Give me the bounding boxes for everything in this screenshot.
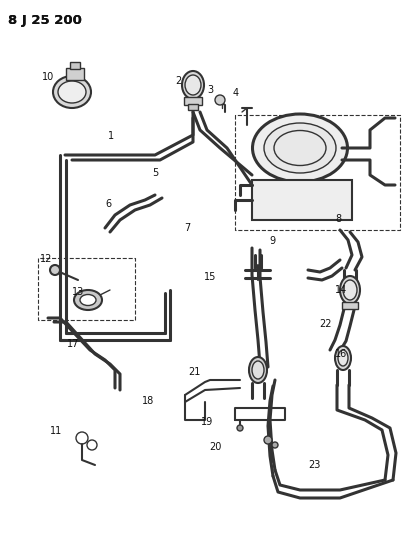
Ellipse shape (74, 290, 102, 310)
Text: 8 J 25 200: 8 J 25 200 (8, 14, 82, 27)
Text: 10: 10 (42, 72, 54, 82)
Text: 14: 14 (335, 286, 347, 295)
Ellipse shape (185, 75, 201, 95)
Ellipse shape (182, 71, 204, 99)
Text: 19: 19 (201, 417, 213, 427)
Ellipse shape (343, 280, 357, 300)
Text: 11: 11 (50, 426, 62, 435)
Ellipse shape (335, 346, 351, 370)
Text: 16: 16 (335, 350, 347, 359)
Ellipse shape (264, 123, 336, 173)
Ellipse shape (80, 295, 96, 305)
Text: 15: 15 (204, 272, 216, 282)
Bar (70, 62, 80, 69)
Ellipse shape (252, 361, 264, 379)
Text: 18: 18 (142, 396, 154, 406)
Circle shape (215, 95, 225, 105)
Text: 12: 12 (39, 254, 52, 263)
Text: 2: 2 (175, 76, 182, 86)
Bar (188, 104, 198, 110)
Bar (66, 68, 84, 80)
Text: 23: 23 (308, 460, 321, 470)
Ellipse shape (53, 76, 91, 108)
Ellipse shape (58, 81, 86, 103)
Text: 22: 22 (319, 319, 332, 328)
Ellipse shape (249, 357, 267, 383)
Text: 3: 3 (208, 85, 214, 94)
Text: 21: 21 (189, 367, 201, 377)
Text: 7: 7 (185, 223, 191, 232)
Ellipse shape (253, 114, 347, 182)
Text: 20: 20 (209, 442, 221, 451)
Bar (342, 302, 358, 309)
Text: 17: 17 (66, 339, 79, 349)
Circle shape (264, 436, 272, 444)
Text: 8 J 25 200: 8 J 25 200 (8, 14, 82, 27)
Bar (184, 97, 202, 105)
Ellipse shape (340, 276, 360, 304)
Circle shape (272, 442, 278, 448)
Text: 6: 6 (106, 199, 112, 208)
Bar (252, 180, 352, 220)
Text: 1: 1 (108, 131, 114, 141)
Circle shape (50, 265, 60, 275)
Ellipse shape (338, 350, 348, 366)
Text: 4: 4 (233, 88, 239, 98)
Text: 5: 5 (152, 168, 159, 178)
Circle shape (237, 425, 243, 431)
Text: 13: 13 (72, 287, 84, 296)
Text: 8: 8 (335, 214, 341, 223)
Text: 9: 9 (269, 237, 275, 246)
